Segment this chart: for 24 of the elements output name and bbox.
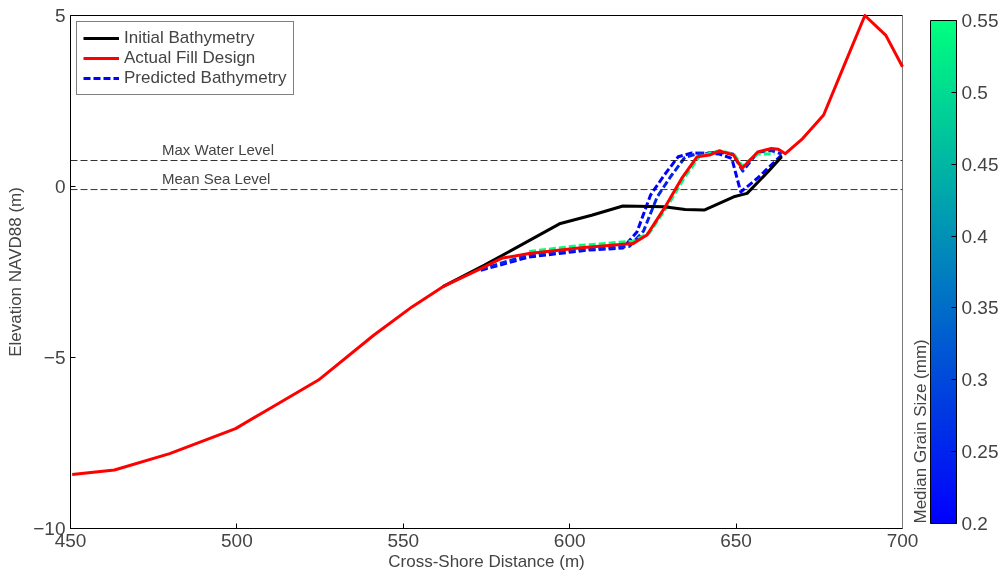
color-bar-title: Median Grain Size (mm) bbox=[910, 339, 930, 524]
color-bar-label: 0.2 bbox=[961, 513, 988, 534]
legend-label: Initial Bathymetry bbox=[124, 28, 255, 48]
x-tick-label: 600 bbox=[553, 529, 586, 551]
color-bar-label: 0.5 bbox=[961, 81, 988, 103]
y-axis-title: Elevation NAVD88 (m) bbox=[6, 187, 26, 357]
color-bar-label: 0.35 bbox=[961, 297, 999, 319]
color-bar-label: 0.25 bbox=[961, 441, 999, 463]
legend-label: Actual Fill Design bbox=[124, 48, 256, 68]
x-tick-label: 500 bbox=[221, 529, 253, 551]
x-axis-title: Cross-Shore Distance (m) bbox=[388, 551, 585, 571]
x-tick-label: 700 bbox=[886, 529, 919, 551]
y-tick-label: 0 bbox=[54, 176, 66, 197]
color-bar-label: 0.55 bbox=[961, 10, 999, 31]
legend-label: Predicted Bathymetry bbox=[124, 68, 287, 88]
color-bar-label: 0.3 bbox=[961, 369, 988, 391]
ref-line-label: Max Water Level bbox=[162, 140, 274, 158]
color-bar-label: 0.4 bbox=[961, 225, 989, 247]
color-bar-label: 0.45 bbox=[961, 153, 999, 175]
x-tick-label: 650 bbox=[720, 529, 752, 551]
y-tick-label: −5 bbox=[43, 347, 66, 368]
x-tick-label: 550 bbox=[387, 529, 420, 551]
ref-line-label: Mean Sea Level bbox=[162, 169, 271, 187]
y-tick-label: 5 bbox=[54, 5, 66, 26]
